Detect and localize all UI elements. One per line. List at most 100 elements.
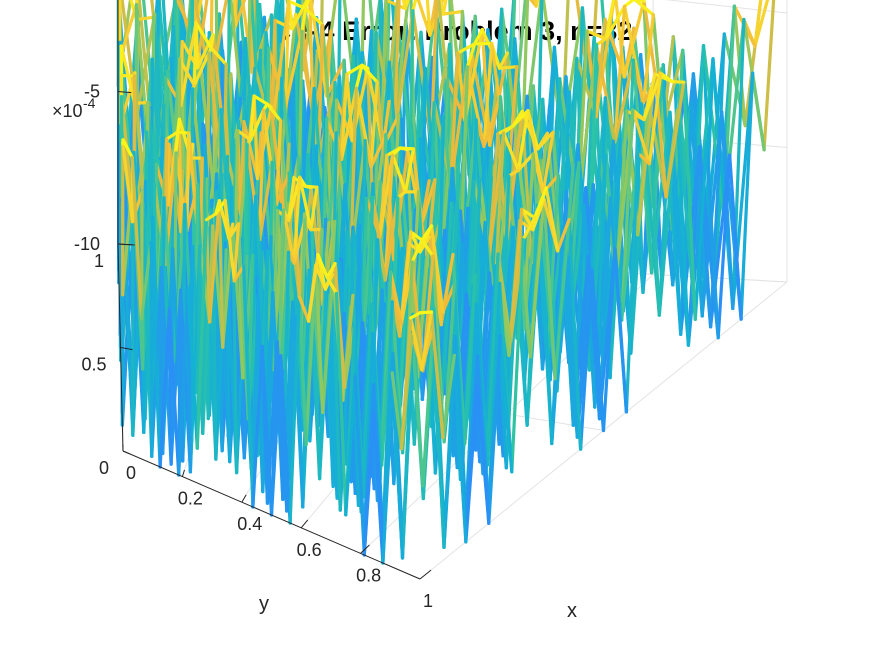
mesh-segment — [520, 207, 537, 220]
mesh-segment — [622, 0, 636, 8]
mesh-segment — [604, 4, 627, 41]
mesh-segment — [360, 63, 379, 84]
mesh-segment — [613, 247, 629, 414]
mesh-segment — [269, 354, 283, 517]
mesh-segment — [340, 86, 358, 161]
mesh-segment — [613, 58, 635, 144]
y-tick-mark — [122, 450, 131, 455]
mesh-segment — [214, 199, 227, 216]
mesh-segment — [383, 196, 400, 282]
mesh-segment — [260, 344, 274, 517]
mesh-segment — [135, 15, 156, 22]
mesh-segment — [325, 58, 346, 98]
mesh-segment — [601, 247, 617, 433]
mesh-segment — [391, 146, 402, 157]
z-exponent-base: ×10 — [52, 101, 83, 121]
mesh-segment — [516, 108, 530, 172]
mesh-segment — [304, 263, 318, 447]
mesh-segment — [249, 94, 256, 142]
mesh-segment — [533, 186, 548, 220]
mesh-segment — [288, 294, 301, 525]
mesh-segment — [391, 153, 408, 194]
mesh-segment — [511, 108, 530, 128]
mesh-segment — [441, 0, 448, 16]
x-axis-line — [122, 450, 421, 580]
mesh-segment — [334, 291, 348, 517]
mesh-segment — [274, 119, 283, 206]
mesh-segment — [632, 0, 646, 3]
mesh-segment — [223, 199, 236, 283]
mesh-segment — [174, 130, 180, 155]
mesh-segment — [303, 184, 319, 189]
x-tick-label: 0.8 — [356, 565, 381, 585]
z-tick-mark — [117, 243, 132, 246]
mesh-segment — [325, 275, 339, 295]
z-tick-mark — [117, 91, 132, 94]
mesh-segment — [465, 42, 477, 69]
mesh-segment — [321, 23, 342, 249]
z-tick-label: -5 — [84, 82, 100, 102]
mesh-segment — [309, 185, 319, 232]
mesh-segment — [297, 294, 308, 447]
mesh-segment — [353, 374, 366, 557]
mesh-segment — [420, 310, 434, 372]
mesh-segment — [209, 46, 228, 67]
mesh-segment — [420, 224, 434, 242]
mesh-segment — [594, 37, 608, 47]
mesh-segment — [739, 71, 755, 321]
x-tick-label: 1 — [423, 591, 433, 611]
mesh-segment — [536, 130, 555, 151]
mesh-segment — [498, 65, 519, 70]
mesh-segment — [194, 0, 209, 73]
mesh-segment — [177, 286, 190, 477]
mesh-segment — [325, 262, 337, 280]
mesh-segment — [340, 72, 349, 161]
mesh-segment — [642, 71, 663, 122]
mesh-segment — [659, 71, 674, 84]
mesh-segment — [646, 99, 661, 317]
mesh-segment — [636, 151, 652, 166]
z-exponent-label: ×10 -4 — [52, 95, 96, 121]
mesh-segment — [362, 411, 376, 557]
mesh-segment — [510, 237, 525, 474]
mesh-segment — [700, 57, 715, 318]
mesh-segment — [505, 109, 524, 241]
mesh-segment — [304, 7, 325, 27]
x-tick-label: 0 — [126, 463, 136, 483]
mesh-segment — [750, 71, 766, 152]
mesh-segment — [528, 197, 546, 359]
mesh-segment — [321, 272, 335, 414]
y-tick-label: 1 — [94, 251, 104, 271]
mesh-segment — [456, 42, 477, 55]
mesh-segment — [420, 238, 435, 258]
y-axis-label: y — [259, 593, 269, 615]
mesh-segment — [585, 29, 608, 41]
mesh-segment — [631, 108, 652, 166]
mesh-segment — [529, 0, 538, 8]
mesh-segment — [316, 253, 329, 280]
mesh-segment — [249, 108, 266, 142]
mesh-segment — [236, 129, 253, 142]
mesh-segment — [632, 0, 655, 17]
mesh-segment — [369, 80, 379, 169]
mesh-segment — [456, 51, 467, 122]
x-tick-mark — [419, 569, 432, 580]
mesh-segment — [265, 102, 283, 123]
mesh-segment — [300, 7, 308, 33]
mesh-segment — [398, 146, 415, 151]
mesh-segment — [487, 334, 502, 525]
mesh-segment — [622, 0, 646, 79]
z-tick-label: -10 — [74, 234, 100, 254]
x-axis-label: x — [567, 600, 577, 622]
mesh-segment — [411, 0, 418, 13]
mesh-segment — [664, 80, 686, 199]
mesh-segment — [372, 411, 385, 565]
x-tick-mark — [360, 544, 370, 554]
mesh-segment — [140, 241, 153, 321]
mesh-segment — [670, 79, 686, 84]
mesh-segment — [409, 230, 424, 242]
mesh-segment — [400, 332, 414, 560]
mesh-segment — [604, 0, 616, 41]
